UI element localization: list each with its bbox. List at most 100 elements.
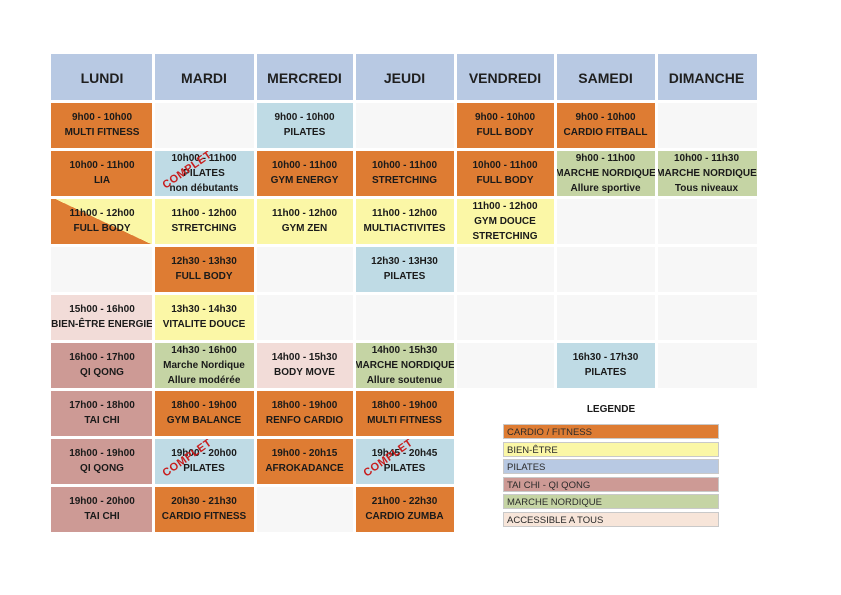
- class-slot-dim_2: 10h00 - 11h30 MARCHE NORDIQUE Tous niveaux: [656, 149, 757, 197]
- class-slot-jeu_2: 10h00 - 11h00 STRETCHING: [354, 149, 455, 197]
- class-name: BODY MOVE: [274, 367, 335, 378]
- class-slot-ven_1: 9h00 - 10h00 FULL BODY: [455, 101, 555, 149]
- class-time: 18h00 - 19h00: [271, 400, 338, 411]
- class-slot-mer_3: 11h00 - 12h00 GYM ZEN: [255, 197, 354, 245]
- class-time: 10h00 - 11h30: [673, 152, 740, 164]
- class-slot-mar_9: 20h30 - 21h30 CARDIO FITNESS: [153, 485, 255, 533]
- class-name: BIEN-ÊTRE ENERGIE: [51, 319, 153, 330]
- day-header-mardi: MARDI: [153, 54, 255, 101]
- class-time: 19h00 - 20h00: [171, 448, 237, 459]
- class-name: FULL BODY: [73, 223, 131, 234]
- class-slot-mar_3: 11h00 - 12h00 STRETCHING: [153, 197, 255, 245]
- class-time: 13h30 - 14h30: [171, 304, 237, 315]
- class-slot-ven_2: 10h00 - 11h00 FULL BODY: [455, 149, 555, 197]
- class-slot-ven_3: 11h00 - 12h00 GYM DOUCE STRETCHING: [455, 197, 555, 245]
- class-extra: Allure sportive: [570, 182, 641, 194]
- class-name: CARDIO FITBALL: [563, 127, 648, 138]
- class-time: 15h00 - 16h00: [69, 304, 135, 315]
- grid-divider: [51, 388, 757, 391]
- class-name: MULTI FITNESS: [367, 415, 442, 426]
- empty-slot-sam_3: [555, 197, 656, 245]
- empty-slot-dim_4: [656, 245, 757, 293]
- class-name: MARCHE NORDIQUE: [656, 167, 757, 179]
- class-slot-mar_8: 19h00 - 20h00 PILATES COMPLET: [153, 437, 255, 485]
- class-name: PILATES: [183, 167, 225, 179]
- class-slot-mer_7: 18h00 - 19h00 RENFO CARDIO: [255, 389, 354, 437]
- class-extra: Tous niveaux: [674, 182, 739, 194]
- class-time: 10h00 - 11h00: [271, 160, 338, 171]
- class-time: 11h00 - 12h00: [69, 208, 135, 219]
- class-name: GYM ENERGY: [270, 175, 339, 186]
- empty-slot-dim_3: [656, 197, 757, 245]
- class-name: MARCHE NORDIQUE: [555, 167, 656, 179]
- day-header-dimanche: DIMANCHE: [656, 54, 757, 101]
- grid-divider: [554, 54, 557, 389]
- class-slot-jeu_9: 21h00 - 22h30 CARDIO ZUMBA: [354, 485, 455, 533]
- empty-slot-sam_4: [555, 245, 656, 293]
- empty-slot-mar_1: [153, 101, 255, 149]
- class-name: Marche Nordique: [163, 359, 245, 371]
- class-slot-sam_1: 9h00 - 10h00 CARDIO FITBALL: [555, 101, 656, 149]
- class-extra: Allure modérée: [167, 374, 241, 386]
- grid-divider: [51, 196, 757, 199]
- class-extra: non débutants: [169, 182, 239, 194]
- class-name: QI QONG: [80, 367, 124, 378]
- empty-slot-dim_5: [656, 293, 757, 341]
- class-name: FULL BODY: [476, 175, 534, 186]
- class-time: 9h00 - 11h00: [575, 152, 636, 164]
- legend-item: CARDIO / FITNESS: [503, 424, 719, 439]
- class-name: CARDIO ZUMBA: [365, 511, 444, 522]
- class-time: 18h00 - 19h00: [371, 400, 438, 411]
- class-name: MULTI FITNESS: [64, 127, 140, 138]
- grid-divider: [655, 54, 658, 389]
- class-slot-mar_4: 12h30 - 13h30 FULL BODY: [153, 245, 255, 293]
- grid-divider: [51, 244, 757, 247]
- class-name: STRETCHING: [171, 223, 237, 234]
- class-name: GYM BALANCE: [166, 415, 242, 426]
- class-name: FULL BODY: [175, 271, 233, 282]
- class-slot-jeu_3: 11h00 - 12h00 MULTIACTIVITES: [354, 197, 455, 245]
- class-time: 14h00 - 15h30: [371, 344, 438, 356]
- class-time: 19h45 - 20h45: [371, 448, 438, 459]
- class-time: 16h00 - 17h00: [69, 352, 135, 363]
- class-slot-mer_6: 14h00 - 15h30 BODY MOVE: [255, 341, 354, 389]
- class-name: MULTIACTIVITES: [363, 223, 446, 234]
- class-name: RENFO CARDIO: [265, 415, 344, 426]
- class-name: PILATES: [183, 463, 225, 474]
- class-slot-mer_8: 19h00 - 20h15 AFROKADANCE: [255, 437, 354, 485]
- legend-title: LEGENDE: [586, 404, 636, 415]
- day-header-mercredi: MERCREDI: [255, 54, 354, 101]
- class-slot-lun_6: 16h00 - 17h00 QI QONG: [51, 341, 153, 389]
- legend-item: PILATES: [503, 459, 719, 474]
- class-time: 18h00 - 19h00: [171, 400, 237, 411]
- class-name: CARDIO FITNESS: [161, 511, 247, 522]
- class-slot-jeu_6: 14h00 - 15h30 MARCHE NORDIQUE Allure soute…: [354, 341, 455, 389]
- class-slot-lun_1: 9h00 - 10h00 MULTI FITNESS: [51, 101, 153, 149]
- empty-slot-dim_1: [656, 101, 757, 149]
- class-time: 14h30 - 16h00: [171, 344, 237, 356]
- class-slot-mar_5: 13h30 - 14h30 VITALITE DOUCE: [153, 293, 255, 341]
- grid-divider: [51, 100, 757, 103]
- class-slot-lun_5: 15h00 - 16h00 BIEN-ÊTRE ENERGIE: [51, 293, 153, 341]
- empty-slot-jeu_1: [354, 101, 455, 149]
- class-slot-lun_9: 19h00 - 20h00 TAI CHI: [51, 485, 153, 533]
- class-time: 11h00 - 12h00: [371, 208, 438, 219]
- empty-slot-lun_4: [51, 245, 153, 293]
- class-slot-sam_6: 16h30 - 17h30 PILATES: [555, 341, 656, 389]
- legend-item: ACCESSIBLE A TOUS: [503, 511, 719, 527]
- class-name: AFROKADANCE: [265, 463, 344, 474]
- day-header-jeudi: JEUDI: [354, 54, 455, 101]
- class-time: 10h00 - 11h00: [69, 160, 135, 171]
- class-name: TAI CHI: [84, 415, 120, 426]
- class-time: 12h30 - 13H30: [371, 256, 438, 267]
- class-time: 9h00 - 10h00: [71, 112, 133, 123]
- class-slot-jeu_4: 12h30 - 13H30 PILATES: [354, 245, 455, 293]
- empty-slot-ven_5: [455, 293, 555, 341]
- class-time: 16h30 - 17h30: [572, 352, 639, 363]
- legend-item: TAI CHI - QI QONG: [503, 476, 719, 492]
- legend-item: BIEN-ÊTRE: [503, 441, 719, 457]
- class-name: FULL BODY: [476, 127, 534, 138]
- class-slot-jeu_7: 18h00 - 19h00 MULTI FITNESS: [354, 389, 455, 437]
- class-extra: STRETCHING: [472, 230, 538, 242]
- class-slot-lun_3: 11h00 - 12h00 FULL BODY: [51, 197, 153, 245]
